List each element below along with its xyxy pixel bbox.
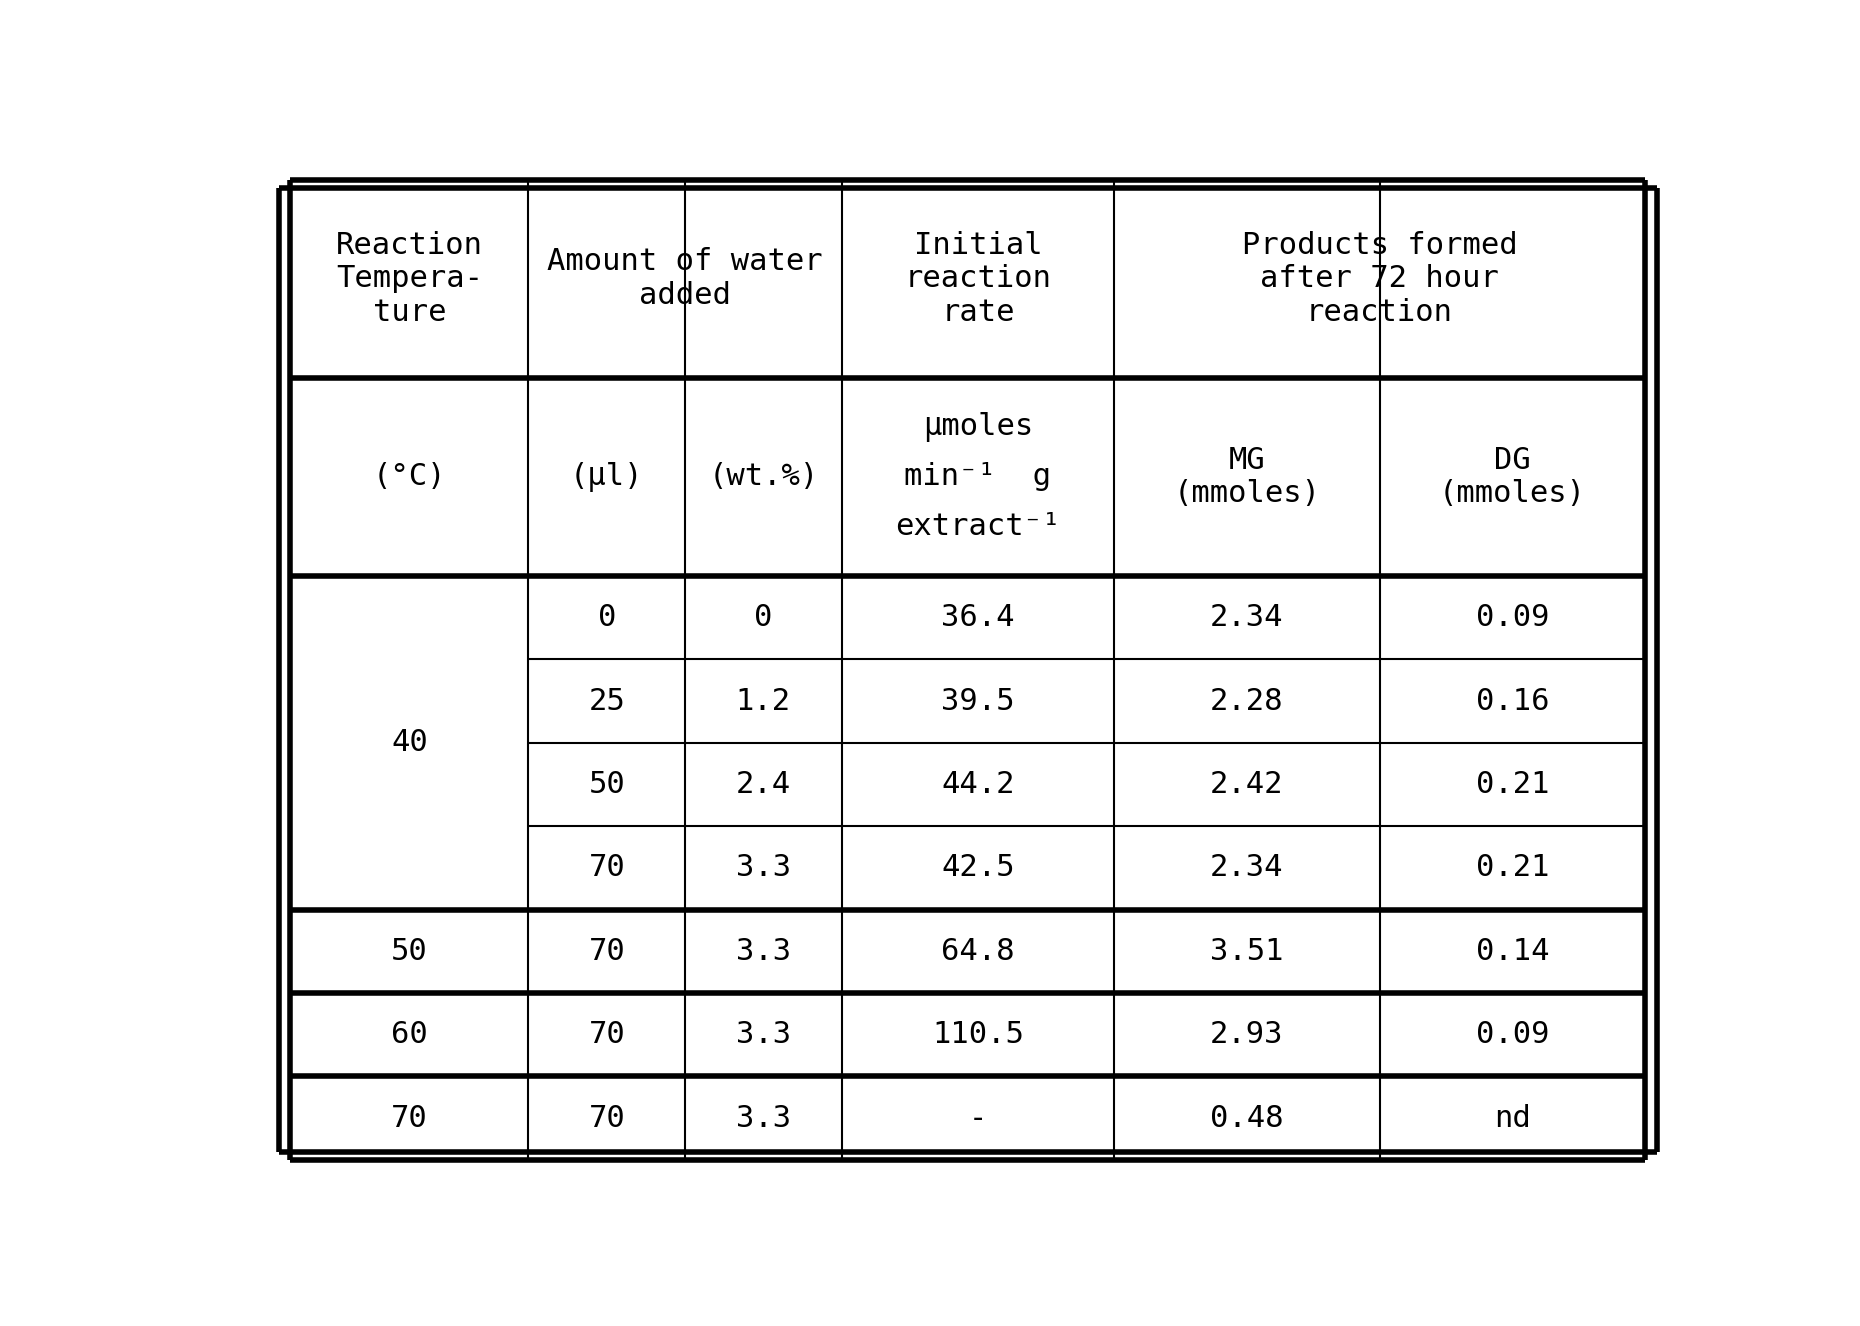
Text: 50: 50 <box>588 770 625 800</box>
Text: (°C): (°C) <box>372 463 446 492</box>
Text: 60: 60 <box>391 1020 428 1049</box>
Text: 25: 25 <box>588 687 625 716</box>
Text: Amount of water
added: Amount of water added <box>547 248 822 310</box>
Text: (wt.%): (wt.%) <box>709 463 818 492</box>
Text: 0: 0 <box>597 603 616 633</box>
Text: 3.3: 3.3 <box>737 1020 790 1049</box>
Text: 0.21: 0.21 <box>1475 854 1549 882</box>
Text: 36.4: 36.4 <box>941 603 1014 633</box>
Text: μmoles: μmoles <box>923 412 1032 443</box>
Text: nd: nd <box>1494 1103 1531 1132</box>
Text: 2.34: 2.34 <box>1211 854 1283 882</box>
Text: min⁻¹  g: min⁻¹ g <box>904 463 1051 492</box>
Text: 70: 70 <box>588 1103 625 1132</box>
Text: 1.2: 1.2 <box>737 687 790 716</box>
Text: 0.21: 0.21 <box>1475 770 1549 800</box>
Text: Initial
reaction
rate: Initial reaction rate <box>904 231 1051 326</box>
Text: 70: 70 <box>588 1020 625 1049</box>
Text: 70: 70 <box>588 936 625 965</box>
Text: 44.2: 44.2 <box>941 770 1014 800</box>
Text: 64.8: 64.8 <box>941 936 1014 965</box>
Text: 42.5: 42.5 <box>941 854 1014 882</box>
Text: 3.3: 3.3 <box>737 1103 790 1132</box>
Text: 50: 50 <box>391 936 428 965</box>
Text: Reaction
Tempera-
ture: Reaction Tempera- ture <box>337 231 484 326</box>
Text: 2.34: 2.34 <box>1211 603 1283 633</box>
Text: 3.3: 3.3 <box>737 936 790 965</box>
Text: 39.5: 39.5 <box>941 687 1014 716</box>
Text: 110.5: 110.5 <box>932 1020 1023 1049</box>
Text: 2.42: 2.42 <box>1211 770 1283 800</box>
Text: -: - <box>969 1103 988 1132</box>
Text: (μl): (μl) <box>569 461 644 492</box>
Text: 2.93: 2.93 <box>1211 1020 1283 1049</box>
Text: 2.28: 2.28 <box>1211 687 1283 716</box>
Text: DG
(mmoles): DG (mmoles) <box>1440 446 1587 508</box>
Text: 40: 40 <box>391 728 428 757</box>
Text: 0.09: 0.09 <box>1475 603 1549 633</box>
Text: extract⁻¹: extract⁻¹ <box>895 512 1060 541</box>
Text: 0.09: 0.09 <box>1475 1020 1549 1049</box>
Text: 70: 70 <box>391 1103 428 1132</box>
Text: 0.16: 0.16 <box>1475 687 1549 716</box>
Text: Products formed
after 72 hour
reaction: Products formed after 72 hour reaction <box>1242 231 1518 326</box>
Text: 0.14: 0.14 <box>1475 936 1549 965</box>
Text: 3.51: 3.51 <box>1211 936 1283 965</box>
Text: 0.48: 0.48 <box>1211 1103 1283 1132</box>
Text: 2.4: 2.4 <box>737 770 790 800</box>
Text: 70: 70 <box>588 854 625 882</box>
Text: MG
(mmoles): MG (mmoles) <box>1174 446 1321 508</box>
Text: 3.3: 3.3 <box>737 854 790 882</box>
Text: 0: 0 <box>753 603 772 633</box>
